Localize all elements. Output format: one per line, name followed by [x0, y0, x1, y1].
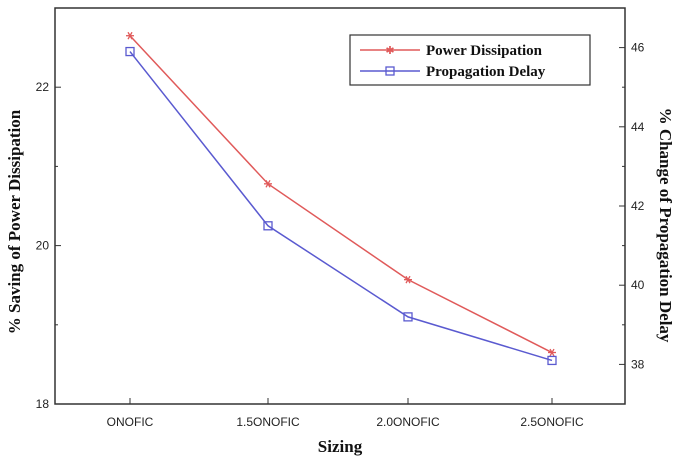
- left-axis: 18 20 22: [36, 7, 61, 411]
- series-line-1: [129, 51, 553, 362]
- series-layer: [125, 31, 557, 366]
- legend: ✱ Power Dissipation Propagation Delay: [349, 34, 591, 86]
- y-right-tick-label: 42: [631, 199, 645, 213]
- star-marker-stroke: [405, 275, 411, 284]
- legend-label-delay: Propagation Delay: [426, 64, 546, 80]
- legend-box: [349, 34, 591, 86]
- x-tick-label: ONOFIC: [107, 415, 154, 429]
- y-left-tick-label: 22: [36, 80, 50, 94]
- legend-marker-delay: [385, 66, 395, 76]
- right-axis: 38 40 42 44 46: [619, 7, 645, 405]
- series-point-1: [547, 355, 557, 366]
- y-axis-left-title: % Saving of Power Dissipation: [5, 109, 24, 334]
- series-point-0: [548, 348, 556, 357]
- series-line-0: [129, 35, 553, 354]
- x-tick-label: 2.5ONOFIC: [520, 415, 584, 429]
- series-point-0: [264, 180, 272, 188]
- x-tick-label: 1.5ONOFIC: [236, 415, 300, 429]
- series-point-0: [126, 31, 134, 40]
- series-point-0: [404, 275, 412, 284]
- star-marker-stroke: [265, 180, 271, 188]
- legend-label-power: Power Dissipation: [426, 43, 543, 59]
- y-left-tick-label: 18: [36, 397, 50, 411]
- x-axis-title: Sizing: [318, 437, 363, 456]
- series-point-1: [403, 312, 413, 322]
- y-right-tick-label: 44: [631, 120, 645, 134]
- x-tick-label: 2.0ONOFIC: [376, 415, 440, 429]
- legend-marker-power: ✱: [385, 44, 394, 57]
- y-axis-right-title: % Change of Propagation Delay: [656, 108, 675, 343]
- star-marker-stroke: [127, 31, 133, 40]
- series-point-1: [125, 46, 135, 57]
- series-point-1: [263, 221, 273, 231]
- y-right-tick-label: 40: [631, 278, 645, 292]
- x-axis: ONOFIC 1.5ONOFIC 2.0ONOFIC 2.5ONOFIC: [107, 398, 584, 429]
- y-right-tick-label: 46: [631, 41, 645, 55]
- star-marker-stroke: [549, 348, 555, 357]
- y-left-tick-label: 20: [36, 239, 50, 253]
- y-right-tick-label: 38: [631, 357, 645, 371]
